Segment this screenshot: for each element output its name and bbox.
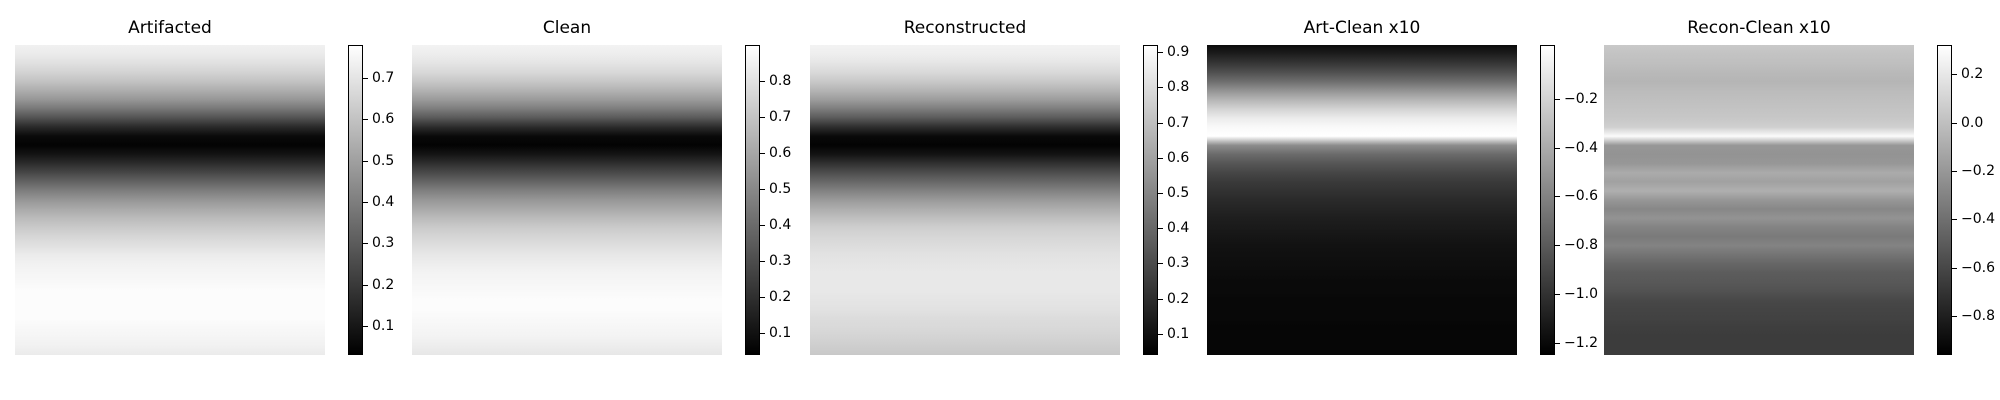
tick-mark [760, 153, 765, 155]
tick-label: −0.4 [1564, 139, 1598, 156]
tick-label: 0.3 [1167, 255, 1190, 272]
tick-mark [1158, 228, 1163, 230]
heatmap-image [1207, 45, 1517, 355]
tick-label: 0.1 [1167, 325, 1190, 342]
tick-label: 0.3 [372, 235, 395, 252]
tick-mark [1555, 245, 1560, 247]
tick-mark [1952, 74, 1957, 76]
tick-mark [363, 160, 368, 162]
tick-mark [1158, 122, 1163, 124]
tick-mark [1952, 219, 1957, 221]
heatmap-image [810, 45, 1120, 355]
tick-label: −0.8 [1961, 308, 1995, 325]
tick-mark [363, 202, 368, 204]
tick-label: 0.4 [372, 194, 395, 211]
tick-mark [1158, 52, 1163, 53]
tick-label: −1.0 [1564, 286, 1598, 302]
tick-label: 0.5 [372, 152, 395, 169]
tick-mark [760, 333, 765, 335]
tick-label: 0.4 [769, 217, 792, 234]
tick-label: 0.2 [1167, 290, 1190, 307]
tick-label: 0.1 [372, 318, 395, 335]
tick-label: 0.6 [769, 145, 792, 162]
tick-label: 0.7 [1167, 114, 1190, 131]
tick-mark [1555, 196, 1560, 198]
tick-label: −0.2 [1961, 162, 1995, 179]
tick-mark [760, 261, 765, 263]
tick-mark [760, 297, 765, 299]
panel-title: Clean [542, 18, 592, 38]
panel-title: Artifacted [128, 18, 212, 38]
tick-mark [1555, 147, 1560, 149]
colorbar [1540, 45, 1555, 355]
tick-mark [1158, 193, 1163, 194]
tick-label: −0.6 [1961, 259, 1995, 276]
tick-label: −1.2 [1564, 334, 1598, 351]
tick-mark [1555, 98, 1560, 100]
tick-label: 0.8 [769, 73, 792, 89]
tick-mark [1555, 342, 1560, 344]
tick-label: 0.6 [1167, 149, 1190, 166]
panel-title: Reconstructed [903, 18, 1027, 38]
heatmap-image [1604, 45, 1914, 355]
tick-label: 0.2 [1961, 66, 1984, 83]
tick-label: −0.8 [1564, 237, 1598, 254]
tick-label: 0.0 [1961, 114, 1984, 131]
tick-mark [1158, 87, 1163, 89]
tick-mark [363, 284, 368, 286]
tick-label: −0.6 [1564, 188, 1598, 205]
tick-label: 0.1 [769, 325, 792, 342]
tick-mark [363, 78, 368, 80]
tick-label: 0.7 [769, 109, 792, 126]
tick-mark [760, 81, 765, 82]
colorbar [745, 45, 760, 355]
tick-mark [1952, 316, 1957, 318]
tick-mark [1158, 298, 1163, 300]
colorbar [1143, 45, 1158, 355]
tick-mark [1158, 157, 1163, 159]
tick-label: 0.5 [1167, 185, 1190, 201]
tick-label: −0.4 [1961, 211, 1995, 228]
heatmap-image [412, 45, 722, 355]
tick-mark [363, 119, 368, 121]
tick-label: 0.3 [769, 253, 792, 270]
tick-mark [760, 225, 765, 227]
tick-label: 0.2 [769, 289, 792, 306]
tick-label: 0.2 [372, 276, 395, 293]
tick-mark [760, 189, 765, 191]
panel-title: Recon-Clean x10 [1687, 18, 1831, 38]
tick-mark [1952, 267, 1957, 269]
tick-label: 0.7 [372, 70, 395, 87]
tick-label: 0.6 [372, 111, 395, 128]
tick-label: 0.4 [1167, 220, 1190, 237]
colorbar [1937, 45, 1952, 355]
tick-label: 0.9 [1167, 44, 1190, 60]
panel-title: Art-Clean x10 [1303, 18, 1421, 38]
tick-mark [1158, 333, 1163, 335]
tick-mark [760, 117, 765, 119]
tick-mark [363, 326, 368, 328]
heatmap-image [15, 45, 325, 355]
tick-label: 0.8 [1167, 79, 1190, 96]
tick-mark [363, 243, 368, 245]
tick-mark [1555, 294, 1560, 295]
colorbar [348, 45, 363, 355]
tick-mark [1158, 263, 1163, 265]
tick-label: 0.5 [769, 181, 792, 198]
tick-mark [1952, 170, 1957, 172]
tick-mark [1952, 122, 1957, 124]
tick-label: −0.2 [1564, 90, 1598, 107]
